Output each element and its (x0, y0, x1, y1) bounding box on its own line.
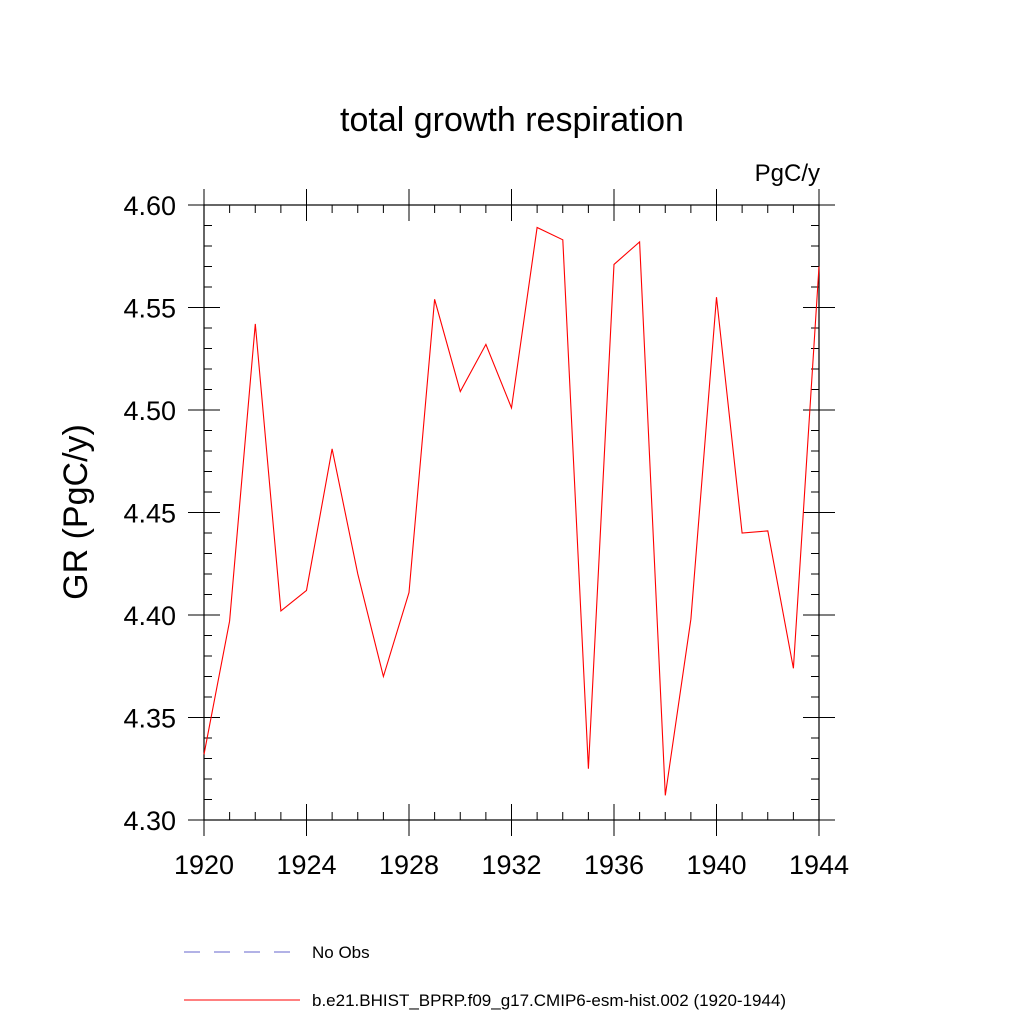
y-axis-label: GR (PgC/y) (57, 424, 95, 600)
y-tick-label: 4.30 (123, 806, 176, 836)
chart-title: total growth respiration (340, 101, 684, 139)
y-tick-label: 4.55 (123, 294, 176, 324)
y-tick-label: 4.45 (123, 499, 176, 529)
y-tick-label: 4.60 (123, 191, 176, 221)
x-tick-label: 1936 (584, 850, 644, 880)
units-label: PgC/y (755, 160, 820, 187)
series-layer (203, 226, 820, 796)
x-tick-label: 1920 (174, 850, 234, 880)
x-axis-ticks: 1920 1924 1928 1932 1936 1940 1944 (174, 189, 849, 880)
x-tick-label: 1944 (789, 850, 849, 880)
x-tick-label: 1924 (276, 850, 336, 880)
legend-label: b.e21.BHIST_BPRP.f09_g17.CMIP6-esm-hist.… (312, 991, 786, 1010)
legend-label: No Obs (312, 943, 370, 962)
series-line (203, 226, 820, 796)
y-tick-label: 4.35 (123, 704, 176, 734)
x-tick-label: 1928 (379, 850, 439, 880)
plot-frame (203, 204, 820, 821)
y-axis-ticks: 4.30 4.35 4.40 4.45 4.50 4.55 4.60 (123, 191, 835, 836)
y-tick-label: 4.40 (123, 601, 176, 631)
x-tick-label: 1940 (686, 850, 746, 880)
legend: No Obs b.e21.BHIST_BPRP.f09_g17.CMIP6-esm… (184, 943, 786, 1010)
x-tick-label: 1932 (481, 850, 541, 880)
y-tick-label: 4.50 (123, 396, 176, 426)
